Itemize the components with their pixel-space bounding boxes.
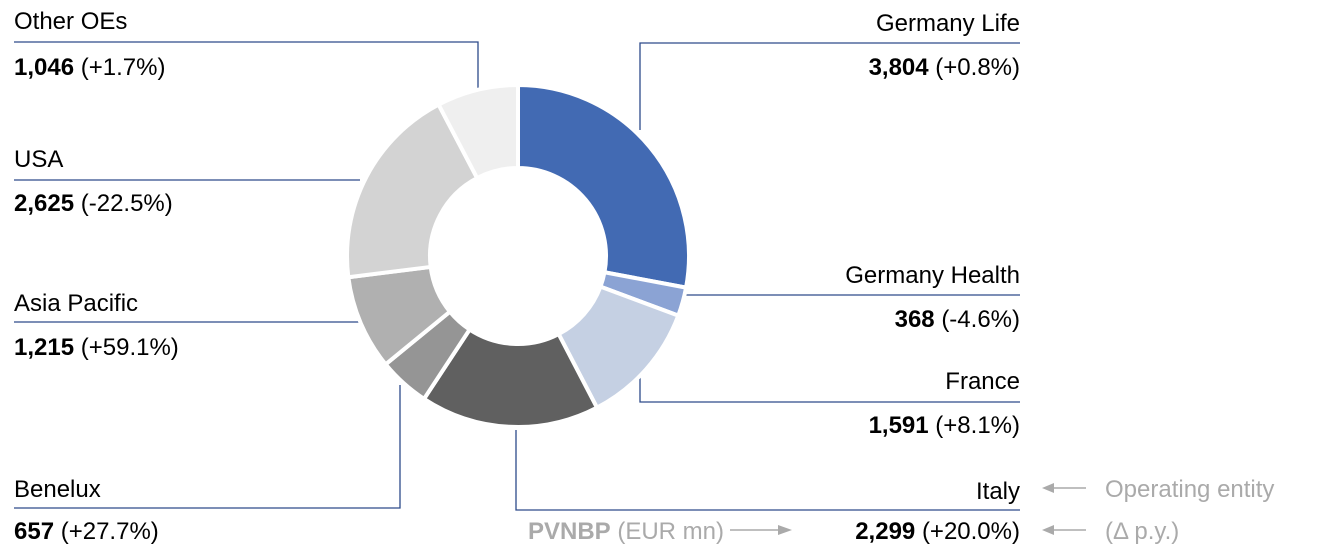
- leader-line: [14, 385, 401, 509]
- value-label: 368 (-4.6%): [895, 306, 1020, 333]
- change: (+1.7%): [81, 54, 166, 81]
- value: 1,591: [869, 412, 929, 439]
- slice: [421, 326, 600, 429]
- category-label: Germany Life: [876, 10, 1020, 37]
- annotation: (EUR mn): [617, 518, 724, 545]
- annotation: (Δ p.y.): [1105, 518, 1179, 545]
- arrow-head: [1042, 483, 1054, 493]
- value-label: 1,591 (+8.1%): [869, 412, 1020, 439]
- value: 2,625: [14, 190, 74, 217]
- leader-line: [639, 42, 1020, 130]
- value-label: 2,299 (+20.0%): [855, 518, 1020, 545]
- value-label: 3,804 (+0.8%): [869, 54, 1020, 81]
- annotation: Operating entity: [1105, 476, 1274, 503]
- value: 657: [14, 518, 54, 545]
- leader-line: [515, 430, 1020, 511]
- category-label: Benelux: [14, 476, 101, 503]
- change: (-4.6%): [941, 306, 1020, 333]
- annotation: PVNBP: [528, 518, 611, 545]
- value: 1,046: [14, 54, 74, 81]
- category-label: Other OEs: [14, 8, 127, 35]
- value-label: 2,625 (-22.5%): [14, 190, 173, 217]
- leader-line: [639, 372, 1020, 403]
- category-label: Italy: [976, 478, 1020, 505]
- change: (+0.8%): [935, 54, 1020, 81]
- annotation: PVNBP (EUR mn): [528, 518, 724, 545]
- slice: [435, 82, 520, 181]
- arrow-head: [778, 525, 792, 535]
- value: 1,215: [14, 334, 74, 361]
- change: (+8.1%): [935, 412, 1020, 439]
- value-label: 1,215 (+59.1%): [14, 334, 179, 361]
- value: 2,299: [855, 518, 915, 545]
- value: 368: [895, 306, 935, 333]
- arrow-head: [1042, 525, 1054, 535]
- category-label: Germany Health: [845, 262, 1020, 289]
- category-label: France: [945, 368, 1020, 395]
- change: (+27.7%): [61, 518, 159, 545]
- value: 3,804: [869, 54, 930, 81]
- value-label: 1,046 (+1.7%): [14, 54, 165, 81]
- value-label: 657 (+27.7%): [14, 518, 159, 545]
- change: (-22.5%): [81, 190, 173, 217]
- change: (+20.0%): [922, 518, 1020, 545]
- category-label: USA: [14, 146, 63, 173]
- change: (+59.1%): [81, 334, 179, 361]
- slice: [516, 82, 691, 290]
- slice: [345, 101, 480, 280]
- leader-line: [14, 41, 479, 88]
- category-label: Asia Pacific: [14, 290, 138, 317]
